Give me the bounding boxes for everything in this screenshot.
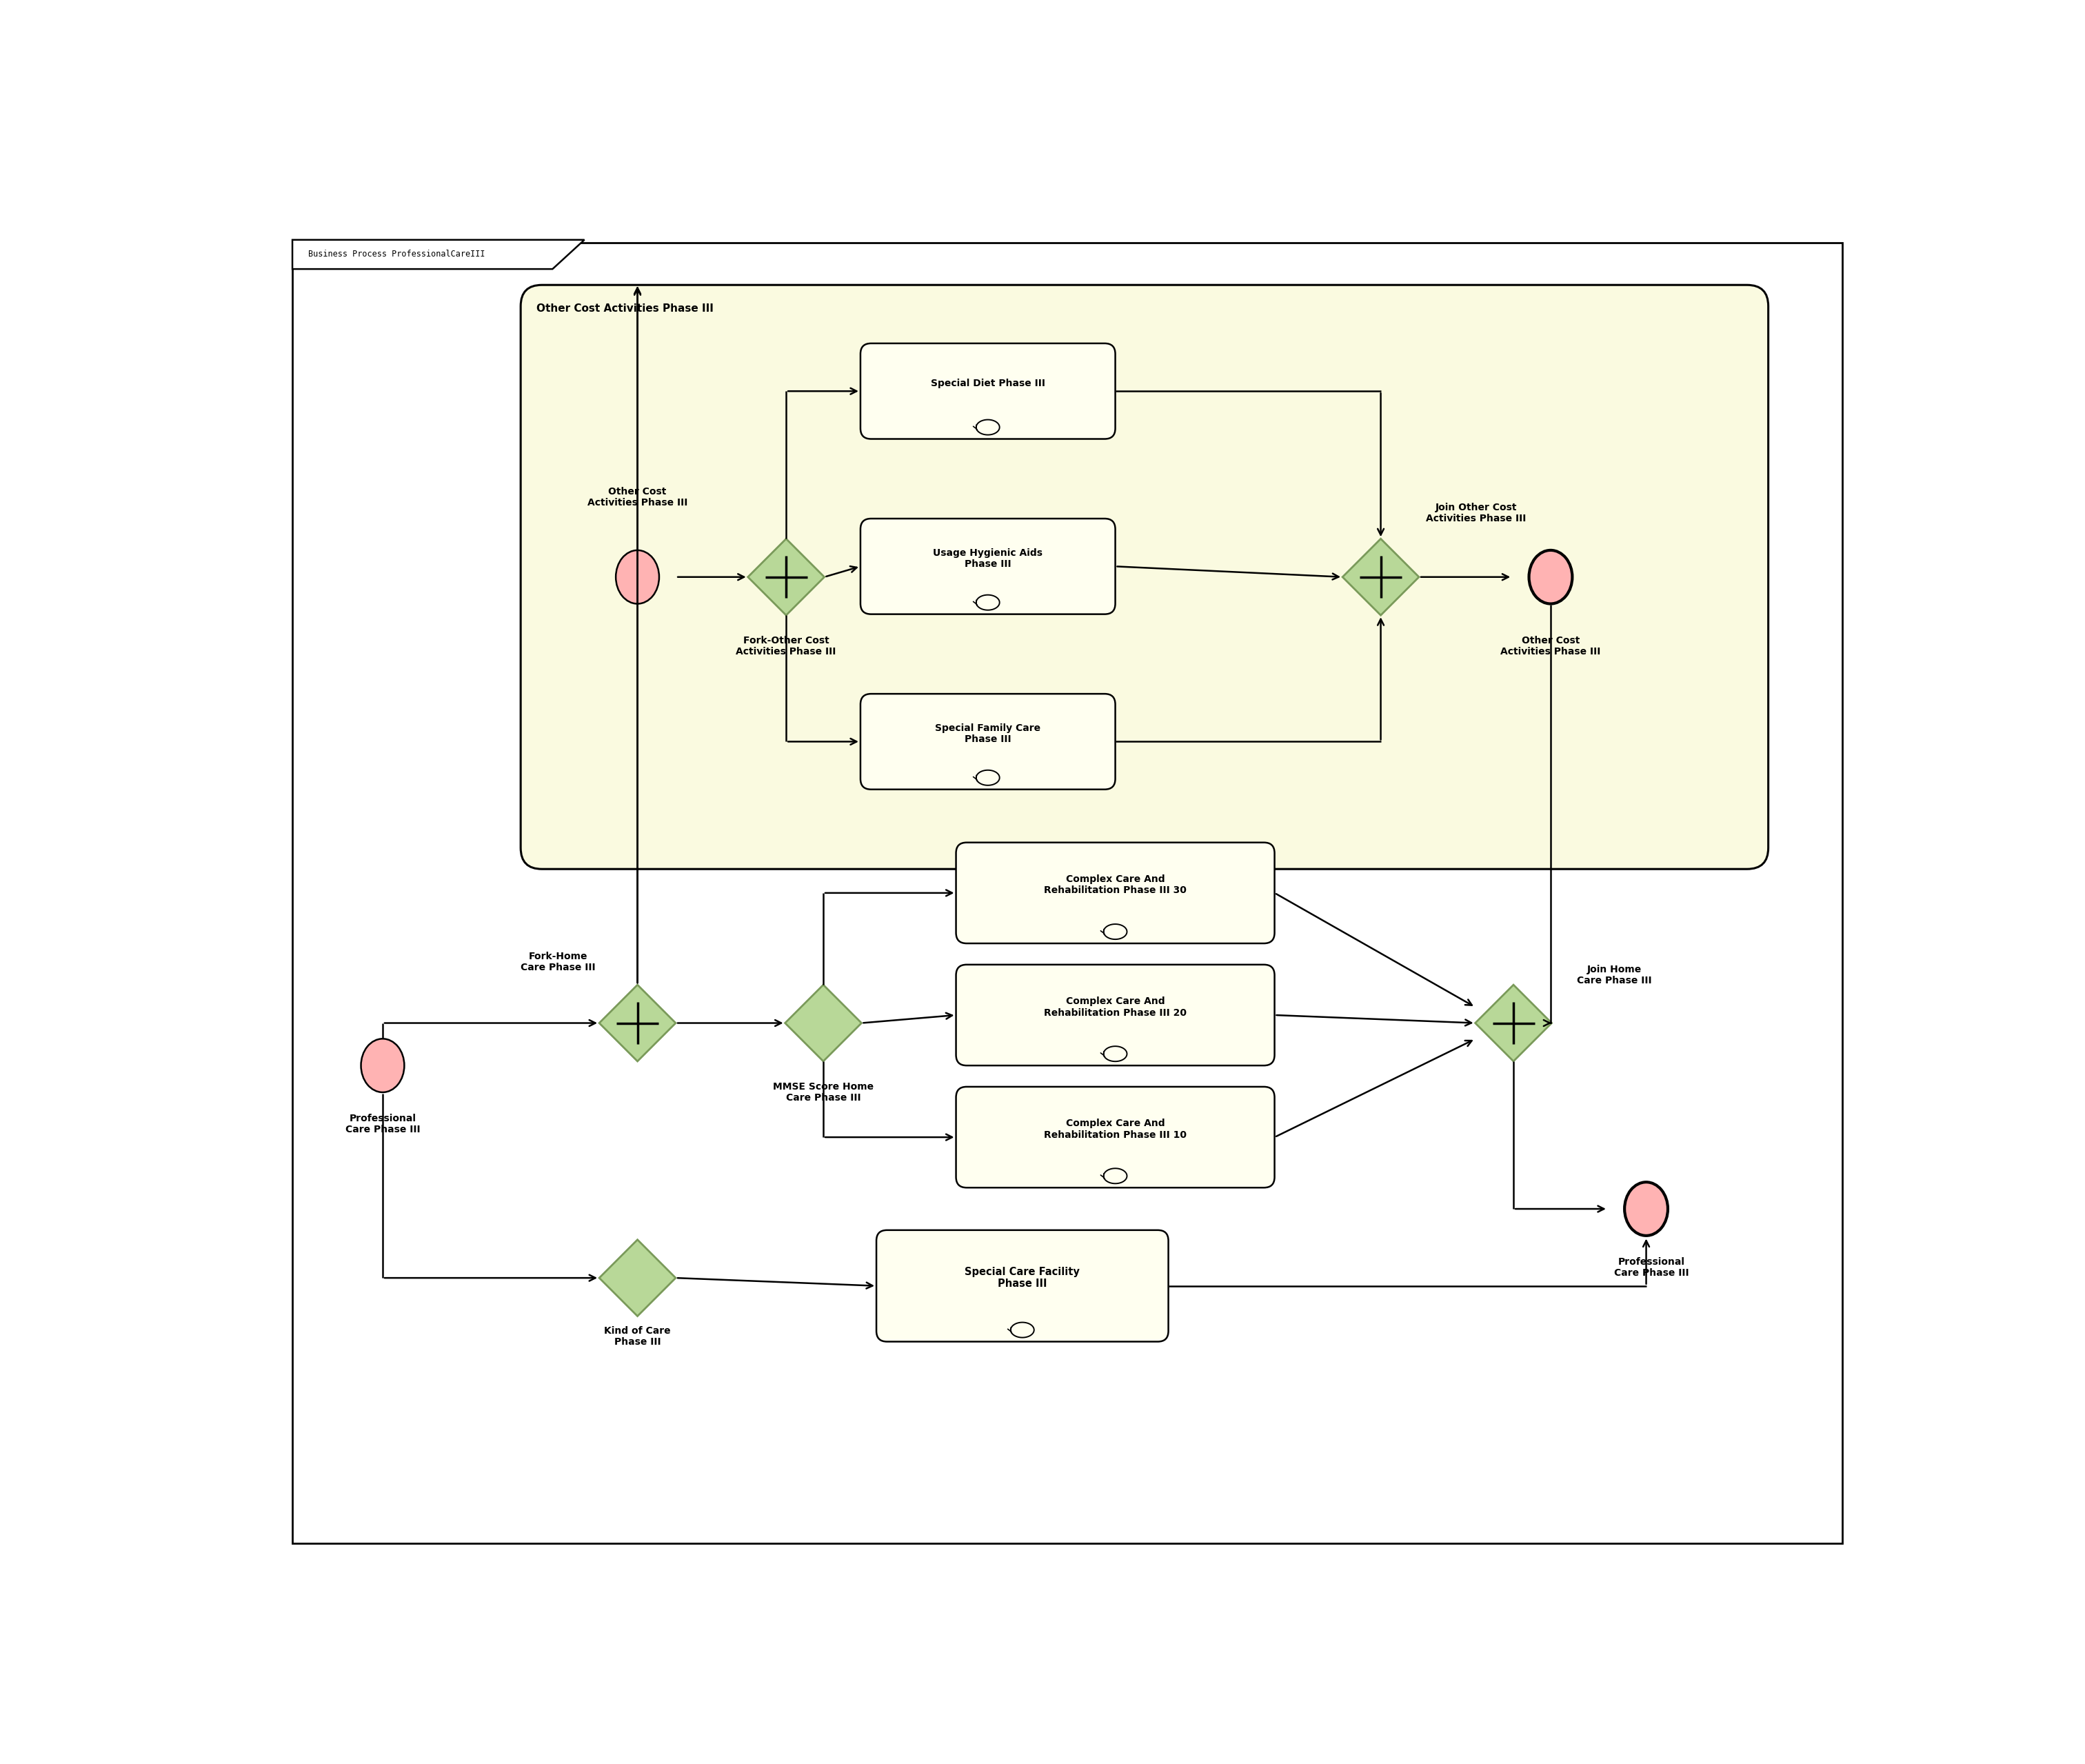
Text: Special Diet Phase III: Special Diet Phase III	[930, 377, 1045, 388]
Ellipse shape	[615, 550, 659, 603]
FancyBboxPatch shape	[521, 286, 1768, 870]
FancyBboxPatch shape	[861, 344, 1115, 439]
FancyBboxPatch shape	[957, 1087, 1274, 1187]
FancyBboxPatch shape	[957, 965, 1274, 1065]
Polygon shape	[1476, 984, 1551, 1062]
Text: Special Care Facility
Phase III: Special Care Facility Phase III	[965, 1267, 1080, 1289]
FancyBboxPatch shape	[876, 1230, 1168, 1342]
Polygon shape	[292, 240, 584, 270]
Text: Other Cost
Activities Phase III: Other Cost Activities Phase III	[1501, 635, 1601, 656]
Text: Complex Care And
Rehabilitation Phase III 20: Complex Care And Rehabilitation Phase II…	[1045, 997, 1186, 1018]
Text: Special Family Care
Phase III: Special Family Care Phase III	[934, 723, 1040, 744]
FancyBboxPatch shape	[861, 519, 1115, 614]
Polygon shape	[786, 984, 861, 1062]
Polygon shape	[598, 984, 676, 1062]
Text: Join Other Cost
Activities Phase III: Join Other Cost Activities Phase III	[1426, 503, 1526, 524]
Text: Fork-Other Cost
Activities Phase III: Fork-Other Cost Activities Phase III	[736, 635, 836, 656]
FancyBboxPatch shape	[861, 693, 1115, 790]
Text: Professional
Care Phase III: Professional Care Phase III	[1614, 1258, 1689, 1277]
Polygon shape	[598, 1240, 676, 1316]
Polygon shape	[749, 538, 824, 616]
Ellipse shape	[1528, 550, 1572, 603]
Text: Professional
Care Phase III: Professional Care Phase III	[346, 1113, 419, 1134]
Polygon shape	[1343, 538, 1420, 616]
Text: Join Home
Care Phase III: Join Home Care Phase III	[1576, 965, 1651, 986]
Text: Kind of Care
Phase III: Kind of Care Phase III	[605, 1327, 671, 1346]
Text: MMSE Score Home
Care Phase III: MMSE Score Home Care Phase III	[774, 1081, 874, 1102]
Text: Other Cost
Activities Phase III: Other Cost Activities Phase III	[588, 487, 688, 508]
Text: Complex Care And
Rehabilitation Phase III 10: Complex Care And Rehabilitation Phase II…	[1045, 1118, 1186, 1140]
Ellipse shape	[361, 1039, 404, 1092]
Text: Other Cost Activities Phase III: Other Cost Activities Phase III	[536, 303, 713, 314]
Text: Business Process ProfessionalCareIII: Business Process ProfessionalCareIII	[309, 250, 486, 259]
Ellipse shape	[1624, 1182, 1668, 1235]
Text: Usage Hygienic Aids
Phase III: Usage Hygienic Aids Phase III	[934, 549, 1042, 568]
Text: Fork-Home
Care Phase III: Fork-Home Care Phase III	[521, 951, 596, 972]
Text: Complex Care And
Rehabilitation Phase III 30: Complex Care And Rehabilitation Phase II…	[1045, 875, 1186, 896]
FancyBboxPatch shape	[957, 843, 1274, 944]
